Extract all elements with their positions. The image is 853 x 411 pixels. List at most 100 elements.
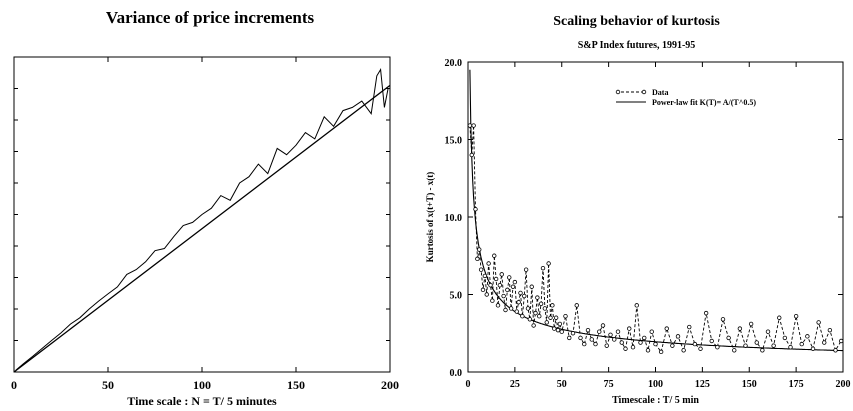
kurtosis-data-point [497, 283, 503, 288]
kurtosis-data-point [799, 341, 804, 347]
kurtosis-data-point [508, 306, 514, 311]
variance-chart-panel: Variance of price increments 0 50 100 150 20… [0, 0, 420, 411]
kurtosis-data-point [589, 337, 594, 342]
legend-data-marker [641, 89, 647, 95]
kurtosis-data-point [833, 348, 838, 353]
kurtosis-data-point [600, 323, 606, 328]
kurtosis-data-point [816, 320, 821, 325]
kurtosis-data-point [720, 317, 726, 322]
kurtosis-data-point [482, 273, 488, 279]
kurtosis-data-point [777, 315, 782, 320]
kurtosis-data-point [653, 341, 658, 347]
kurtosis-data-point [760, 348, 765, 353]
kurtosis-data-point [484, 292, 489, 297]
kurtosis-data-point [501, 293, 506, 299]
power-law-fit-line [469, 69, 843, 352]
x-tick-label: 100 [193, 378, 211, 392]
kurtosis-data-point [490, 298, 495, 303]
kurtosis-data-point [540, 265, 546, 271]
kurtosis-data-point [550, 303, 555, 308]
kurtosis-data-point [642, 335, 647, 341]
kurtosis-data-point [567, 335, 572, 341]
kurtosis-data-point [765, 329, 771, 334]
kurtosis-data-point [709, 338, 714, 344]
kurtosis-data-point [533, 310, 538, 316]
legend-fit-label: Power-law fit K(T)= A/(T^0.5) [652, 98, 756, 107]
kurtosis-data-point [495, 303, 501, 308]
kurtosis-data-point [748, 321, 754, 327]
kurtosis-chart-svg: 0 25 50 75 100 125 150 175 200 0.0 5.0 10.0 15.0 20.0… [425, 58, 851, 406]
kurtosis-data-point [570, 331, 576, 336]
kurtosis-chart-panel: Scaling behavior of kurtosis S&P Index f… [420, 0, 853, 411]
x-tick-label: 175 [789, 379, 804, 390]
kurtosis-data-point [553, 315, 559, 320]
kurtosis-data-point [563, 314, 568, 319]
y-axis-label: Kurtosis of x(t+T) - x(t) [425, 172, 435, 263]
kurtosis-data-point [670, 343, 675, 348]
x-tick-label: 125 [695, 379, 710, 390]
kurtosis-data-point [535, 295, 540, 300]
kurtosis-data-point [503, 307, 508, 313]
kurtosis-data-point [516, 300, 521, 305]
kurtosis-data-point [664, 326, 669, 331]
x-axis-label: Timescale : T/ 5 min [612, 395, 699, 406]
x-tick-label: 200 [836, 379, 851, 390]
plot-frame [467, 61, 844, 373]
kurtosis-data-point [493, 276, 499, 282]
kurtosis-chart-title: Scaling behavior of kurtosis [553, 14, 720, 29]
variance-chart-title: Variance of price increments [105, 8, 315, 27]
kurtosis-data-point [505, 287, 510, 293]
kurtosis-data-point [754, 340, 759, 345]
kurtosis-data-point [658, 349, 664, 355]
variance-series-line [15, 68, 389, 371]
kurtosis-data-point [473, 207, 478, 212]
kurtosis-data-point [512, 279, 518, 285]
kurtosis-data-point [559, 329, 564, 334]
kurtosis-data-point [507, 275, 512, 280]
kurtosis-data-point [726, 335, 731, 341]
kurtosis-data-point [557, 321, 563, 327]
kurtosis-data-point [771, 343, 776, 348]
kurtosis-data-point [627, 326, 632, 331]
x-tick-label: 150 [742, 379, 757, 390]
y-tick-label: 15.0 [445, 136, 463, 147]
kurtosis-data-point [520, 314, 525, 319]
y-tick-label: 10.0 [445, 213, 463, 224]
x-tick-label: 0 [11, 378, 17, 392]
kurtosis-data-point [525, 306, 531, 311]
kurtosis-data-point [544, 320, 549, 325]
y-tick-label: 20.0 [445, 58, 463, 69]
kurtosis-data-point [538, 301, 544, 306]
x-axis-label: Time scale : N = T/ 5 minutes [127, 394, 277, 408]
kurtosis-data-point [612, 337, 617, 342]
kurtosis-data-point [480, 287, 486, 293]
kurtosis-data-point [499, 272, 504, 277]
kurtosis-data-point [475, 256, 480, 262]
kurtosis-data-point [649, 329, 654, 334]
kurtosis-data-point [623, 346, 628, 351]
kurtosis-data-point [630, 345, 636, 350]
kurtosis-data-point [518, 290, 523, 296]
kurtosis-data-point [703, 310, 709, 316]
kurtosis-data-point [788, 345, 793, 350]
kurtosis-data-point [574, 303, 579, 308]
kurtosis-data-point [608, 332, 613, 337]
kurtosis-data-point [604, 343, 609, 348]
kurtosis-data-point [675, 334, 681, 339]
kurtosis-data-point [692, 341, 698, 347]
variance-chart-svg: 0 50 100 150 200 Time scale : N = T/ 5 minute… [11, 56, 399, 408]
kurtosis-data-point [548, 315, 553, 320]
kurtosis-data-point [477, 247, 482, 252]
kurtosis-data-point [471, 123, 476, 128]
x-tick-label: 25 [510, 379, 520, 390]
kurtosis-data-point [793, 314, 799, 319]
kurtosis-data-point [715, 345, 720, 350]
x-tick-label: 0 [466, 379, 471, 390]
kurtosis-data-point [638, 340, 643, 345]
kurtosis-data-point [737, 326, 743, 331]
kurtosis-data-point [555, 327, 561, 333]
kurtosis-data-point [537, 314, 542, 319]
x-tick-label: 50 [557, 379, 567, 390]
kurtosis-data-point [469, 152, 474, 158]
y-tick-label: 5.0 [450, 291, 463, 302]
